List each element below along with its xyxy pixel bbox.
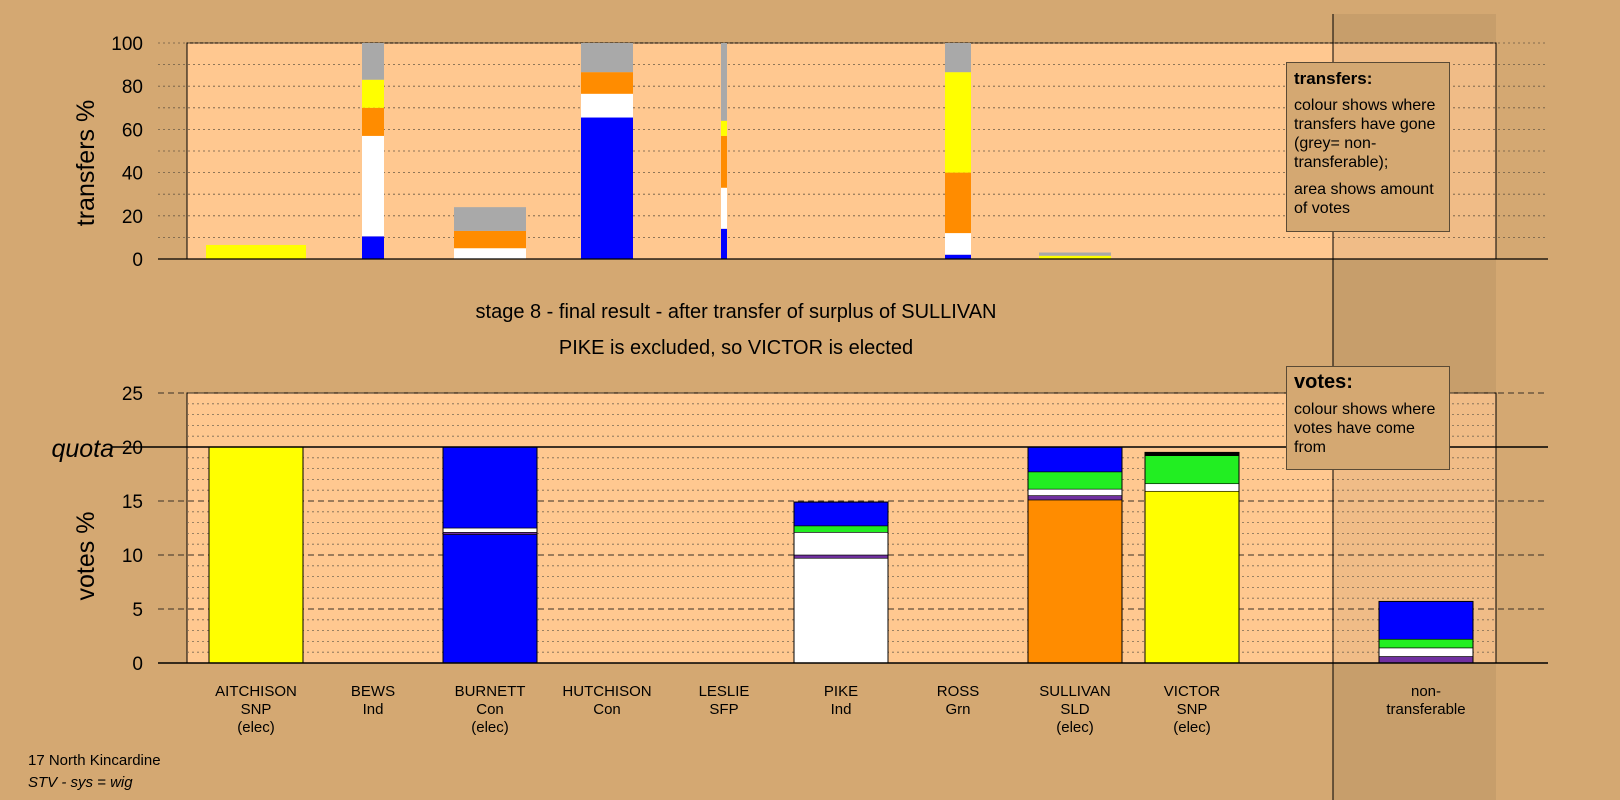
tick-labels: 0 20 40 60 80 100 0 5 10 15 20 25: [111, 34, 143, 675]
candidate-label: ROSS Grn: [937, 683, 980, 718]
votes-bar-sullivan-seg-white: [1027, 488, 1123, 496]
votes-bar-sullivan-seg-orange: [1027, 499, 1123, 664]
votes-bar-victor-seg-white: [1144, 483, 1240, 492]
votes-bar-aitchison-seg-yellow: [208, 446, 304, 664]
votes-bar-pike-seg-white: [793, 557, 889, 664]
candidate-label: PIKE Ind: [824, 683, 858, 718]
votes-bar-non-seg-blue: [1378, 601, 1474, 640]
votes-legend-heading: votes:: [1294, 371, 1353, 393]
votes-bar-sullivan-seg-blue: [1027, 446, 1123, 473]
voting-system: STV - sys = wig: [28, 774, 133, 791]
transfers-bar-sullivan-seg-grey: [1039, 252, 1111, 256]
votes-tick-label: 20: [122, 438, 143, 459]
transfers-bar-aitchison-seg-yellow: [206, 244, 306, 259]
gridlines: [158, 42, 1548, 653]
transfers-bar-sullivan-seg-yellow: [1039, 255, 1111, 259]
votes-bar-burnett-seg-blue: [442, 446, 538, 529]
votes-bar-pike-seg-purple: [793, 554, 889, 559]
candidate-label: HUTCHISON Con: [562, 683, 651, 718]
transfers-bar-leslie-seg-grey: [721, 43, 727, 121]
candidate-label: non-transferable: [1386, 683, 1465, 718]
transfers-bar-bews-seg-blue: [362, 236, 384, 259]
transfers-legend-area-text: area shows amount of votes: [1294, 181, 1434, 217]
transfers-bar-ross-seg-blue: [945, 254, 971, 259]
transfers-bar-leslie-seg-yellow: [721, 120, 727, 136]
votes-bar-pike-seg-blue: [793, 501, 889, 527]
transfers-bar-burnett-seg-grey: [454, 207, 526, 231]
transfers-bar-ross-seg-grey: [945, 43, 971, 73]
votes-bar-non-seg-green: [1378, 638, 1474, 649]
transfers-y-axis-title: transfers %: [72, 100, 100, 226]
transfers-bar-burnett-seg-white: [454, 248, 526, 259]
transfers-bar-leslie-seg-orange: [721, 135, 727, 188]
candidate-label: BEWS Ind: [351, 683, 395, 718]
transfers-bar-ross-seg-orange: [945, 172, 971, 234]
votes-bar-burnett-seg-purple: [442, 532, 538, 535]
candidate-label: BURNETT Con (elec): [455, 683, 526, 736]
ward-name: 17 North Kincardine: [28, 752, 161, 769]
transfers-bar-hutchison-seg-blue: [581, 117, 633, 260]
transfers-bar-leslie-seg-blue: [721, 228, 727, 259]
transfers-tick-label: 0: [132, 250, 143, 271]
votes-legend-text: colour shows where votes have come from: [1294, 401, 1436, 456]
candidate-labels: AITCHISON SNP (elec) BEWS Ind BURNETT Con (elec…: [215, 683, 1465, 736]
votes-tick-label: 0: [132, 654, 143, 675]
candidate-label: LESLIE SFP: [699, 683, 750, 718]
transfers-tick-label: 80: [122, 77, 143, 98]
transfers-bar-burnett-seg-orange: [454, 230, 526, 249]
transfers-bar-bews-seg-orange: [362, 107, 384, 136]
transfers-tick-label: 20: [122, 207, 143, 228]
transfers-bar-ross-seg-white: [945, 233, 971, 255]
votes-bar-sullivan-seg-green: [1027, 471, 1123, 490]
votes-bar-victor-seg-yellow: [1144, 490, 1240, 664]
transfers-bar-hutchison-seg-grey: [581, 43, 633, 73]
candidate-label: VICTOR SNP (elec): [1164, 683, 1221, 736]
votes-bar-pike-seg-white: [793, 532, 889, 556]
stage-result: PIKE is excluded, so VICTOR is elected: [559, 337, 913, 359]
transfers-bar-bews-seg-white: [362, 135, 384, 237]
transfers-bar-bews-seg-grey: [362, 43, 384, 80]
transfers-bar-leslie-seg-white: [721, 187, 727, 229]
transfers-plot-area: [186, 42, 1497, 260]
votes-tick-label: 15: [122, 492, 143, 513]
votes-bar-non-seg-purple: [1378, 656, 1474, 664]
transfers-legend-heading: transfers:: [1294, 69, 1373, 88]
votes-tick-label: 5: [132, 600, 143, 621]
votes-tick-label: 10: [122, 546, 143, 567]
votes-bar-pike-seg-green: [793, 525, 889, 533]
votes-y-axis-title: votes %: [72, 512, 100, 601]
bars: [206, 43, 1474, 664]
votes-bar-burnett-seg-white: [442, 527, 538, 533]
votes-bar-sullivan-seg-purple: [1027, 495, 1123, 501]
votes-bar-non-seg-white: [1378, 647, 1474, 657]
votes-tick-label: 25: [122, 384, 143, 405]
votes-bar-victor-seg-green: [1144, 455, 1240, 485]
transfers-legend: transfers: colour shows where transfers …: [1286, 62, 1450, 232]
transfers-tick-label: 100: [111, 34, 143, 55]
transfers-bar-hutchison-seg-orange: [581, 72, 633, 94]
transfers-bar-ross-seg-yellow: [945, 72, 971, 173]
stage-title: stage 8 - final result - after transfer …: [476, 301, 997, 323]
quota-label: quota: [51, 435, 114, 463]
transfers-bar-hutchison-seg-white: [581, 93, 633, 118]
transfers-legend-text: colour shows where transfers have gone (…: [1294, 97, 1436, 171]
candidate-label: AITCHISON SNP (elec): [215, 683, 297, 736]
transfers-tick-label: 60: [122, 120, 143, 141]
transfers-bar-bews-seg-yellow: [362, 79, 384, 108]
votes-bar-burnett-seg-blue: [442, 534, 538, 664]
transfers-tick-label: 40: [122, 164, 143, 185]
votes-legend: votes: colour shows where votes have com…: [1286, 366, 1450, 470]
candidate-label: SULLIVAN SLD (elec): [1039, 683, 1110, 736]
